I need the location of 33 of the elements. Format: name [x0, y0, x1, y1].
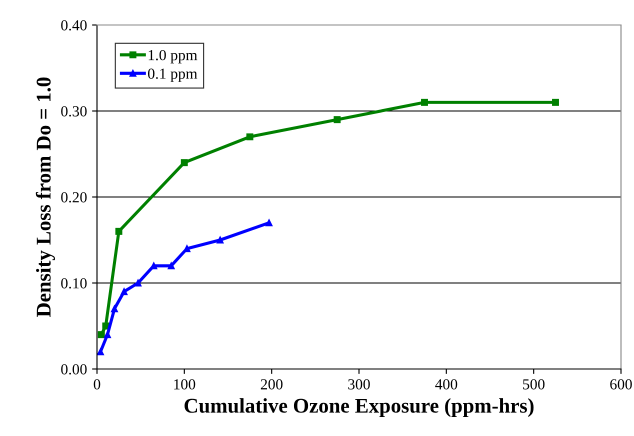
point: [421, 98, 428, 106]
x-tick-label: 400: [435, 379, 458, 390]
point: [134, 280, 142, 286]
y-tick-label: 0.30: [61, 106, 87, 117]
point: [246, 133, 254, 140]
point: [115, 228, 122, 235]
point: [334, 116, 341, 124]
point: [98, 331, 105, 338]
point: [183, 245, 190, 252]
x-tick-label: 0: [94, 379, 100, 390]
legend-label: 1.0 ppm: [148, 50, 198, 64]
x-tick-label: 100: [174, 379, 196, 390]
x-tick-label: 200: [260, 379, 283, 390]
point: [110, 305, 118, 312]
point: [180, 159, 188, 166]
y-tick-label: 0.40: [61, 20, 87, 31]
point: [104, 331, 111, 338]
point: [266, 219, 273, 226]
y-tick-label: 0.20: [61, 192, 87, 203]
point: [97, 348, 104, 356]
point: [150, 262, 158, 270]
x-tick-label: 300: [348, 379, 370, 390]
x-tick-label: 500: [523, 379, 545, 390]
x-tick-label: 600: [610, 379, 632, 390]
point: [552, 98, 559, 106]
x-axis-title: Cumulative Ozone Exposure (ppm-hrs): [184, 398, 534, 418]
point: [120, 288, 128, 296]
point: [168, 262, 175, 270]
point: [216, 236, 224, 244]
legend-label: 0.1 ppm: [148, 68, 198, 82]
y-tick-label: 0.10: [61, 278, 87, 289]
y-axis-title: Density Loss from Do = 1.0: [36, 77, 55, 317]
y-tick-label: 0.00: [61, 364, 87, 375]
